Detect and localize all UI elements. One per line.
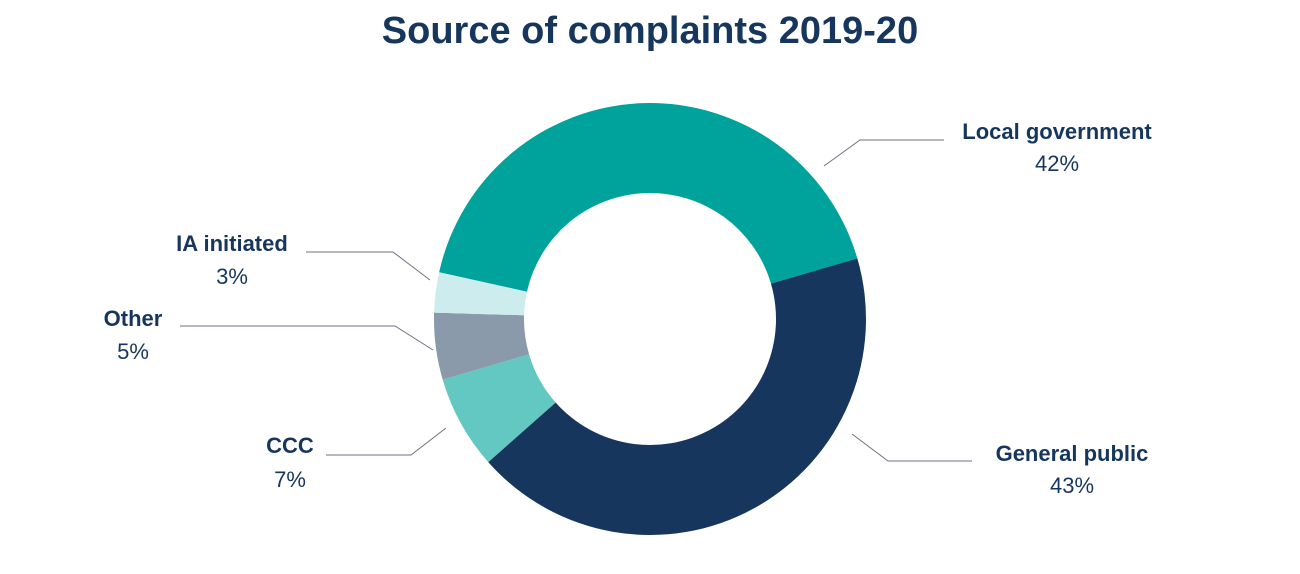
value-ccc: 7%	[274, 467, 306, 492]
slice-ia-initiated	[434, 272, 527, 316]
value-ia-initiated: 3%	[216, 264, 248, 289]
leader-line-ccc	[326, 427, 447, 456]
value-general-public: 43%	[1050, 473, 1094, 498]
leader-line-other	[180, 325, 434, 351]
leader-line-local-government	[823, 139, 944, 167]
slice-other	[434, 312, 530, 380]
label-general-public: General public	[996, 441, 1149, 466]
label-ia-initiated: IA initiated	[176, 231, 288, 256]
label-local-government: Local government	[962, 119, 1152, 144]
value-local-government: 42%	[1035, 151, 1079, 176]
slice-ccc	[442, 354, 556, 463]
chart-title: Source of complaints 2019-20	[381, 10, 919, 52]
leader-line-general-public	[851, 433, 972, 462]
slice-general-public	[488, 258, 866, 535]
value-other: 5%	[117, 339, 149, 364]
label-other: Other	[104, 306, 163, 331]
donut-slices	[434, 103, 866, 535]
label-ccc: CCC	[266, 433, 314, 458]
leader-line-ia-initiated	[306, 251, 431, 281]
slice-local-government	[439, 103, 858, 292]
